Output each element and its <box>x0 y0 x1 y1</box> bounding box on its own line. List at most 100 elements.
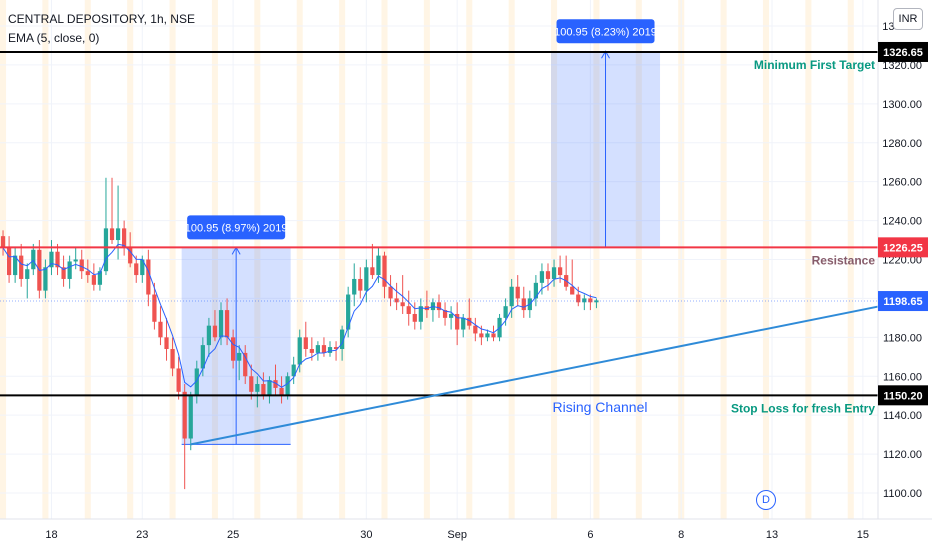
candle-body[interactable] <box>122 228 127 248</box>
candle-body[interactable] <box>140 259 145 276</box>
candle-body[interactable] <box>400 302 405 307</box>
candle-body[interactable] <box>436 302 442 311</box>
candle-body[interactable] <box>79 259 84 272</box>
candle-body[interactable] <box>370 267 375 276</box>
candle-body[interactable] <box>412 313 417 322</box>
candle-body[interactable] <box>43 267 48 291</box>
candle-body[interactable] <box>115 228 121 241</box>
candle-body[interactable] <box>388 286 393 299</box>
candle-body[interactable] <box>67 261 72 279</box>
trendline[interactable]: Rising Channel <box>190 305 881 446</box>
candle-body[interactable] <box>158 321 163 338</box>
candle-body[interactable] <box>327 347 333 353</box>
candle-body[interactable] <box>109 228 115 241</box>
candle-body[interactable] <box>49 251 54 268</box>
price-axis[interactable]: 1100.001120.001140.001160.001180.001200.… <box>0 0 932 519</box>
candle-body[interactable] <box>200 345 205 369</box>
candle-body[interactable] <box>212 325 218 338</box>
candle-body[interactable] <box>346 294 351 330</box>
candle-body[interactable] <box>303 337 308 350</box>
candle-body[interactable] <box>261 384 266 396</box>
candle-body[interactable] <box>91 275 96 285</box>
candle-body[interactable] <box>364 267 369 291</box>
candle-body[interactable] <box>394 298 399 303</box>
candle-body[interactable] <box>467 317 472 326</box>
candle-body[interactable] <box>503 306 508 318</box>
rising-channel-line[interactable] <box>190 305 881 446</box>
candle-body[interactable] <box>55 251 60 268</box>
candle-body[interactable] <box>237 352 242 361</box>
candle-body[interactable] <box>146 259 151 295</box>
candle-body[interactable] <box>285 376 290 396</box>
candle-body[interactable] <box>521 298 526 311</box>
candle-body[interactable] <box>0 236 6 248</box>
dividend-event-icon[interactable]: D <box>756 490 776 510</box>
candle-body[interactable] <box>448 313 454 318</box>
candle-body[interactable] <box>170 349 175 369</box>
candle-body[interactable] <box>231 337 236 361</box>
candle-body[interactable] <box>267 380 272 396</box>
candle-body[interactable] <box>382 255 387 287</box>
candle-body[interactable] <box>461 317 466 330</box>
candle-body[interactable] <box>134 263 139 276</box>
candle-body[interactable] <box>557 267 563 276</box>
indicator-label[interactable]: EMA (5, close, 0) <box>8 31 100 45</box>
candle-body[interactable] <box>61 267 66 279</box>
candle-body[interactable] <box>352 278 357 295</box>
candle-body[interactable] <box>358 278 363 291</box>
candle-body[interactable] <box>479 333 484 338</box>
candle-body[interactable] <box>25 269 30 279</box>
candle-body[interactable] <box>539 271 545 283</box>
last-price-tag[interactable]: 1198.65 <box>883 296 922 308</box>
candle-body[interactable] <box>103 228 109 272</box>
candle-body[interactable] <box>13 255 18 276</box>
candle-body[interactable] <box>31 249 36 270</box>
candle-body[interactable] <box>224 310 230 338</box>
candle-body[interactable] <box>243 352 248 377</box>
price-tag[interactable]: 1326.65 <box>883 47 923 59</box>
candle-body[interactable] <box>194 368 199 396</box>
candle-body[interactable] <box>182 391 187 439</box>
candle-body[interactable] <box>442 310 448 318</box>
candle-body[interactable] <box>321 345 327 353</box>
candle-body[interactable] <box>176 368 181 392</box>
candle-body[interactable] <box>515 286 520 299</box>
candle-body[interactable] <box>206 325 212 346</box>
candle-body[interactable] <box>376 255 381 276</box>
candle-body[interactable] <box>533 282 539 299</box>
candle-body[interactable] <box>19 255 24 279</box>
candle-body[interactable] <box>582 298 587 303</box>
candle-body[interactable] <box>309 349 314 353</box>
currency-badge[interactable]: INR <box>893 8 923 30</box>
candle-body[interactable] <box>152 294 157 322</box>
candle-body[interactable] <box>279 387 284 396</box>
candle-body[interactable] <box>188 395 193 439</box>
candle-body[interactable] <box>73 259 78 262</box>
candle-body[interactable] <box>297 337 302 365</box>
candle-body[interactable] <box>455 313 460 330</box>
candle-body[interactable] <box>273 380 278 388</box>
candle-body[interactable] <box>576 294 581 303</box>
price-tag[interactable]: 1226.25 <box>883 242 923 254</box>
candle-body[interactable] <box>291 364 296 377</box>
time-axis[interactable]: 18 23 25 30 Sep 6 8 13 15 <box>0 518 932 550</box>
candle-body[interactable] <box>85 271 90 276</box>
candle-body[interactable] <box>339 329 345 350</box>
candle-body[interactable] <box>491 333 496 338</box>
candle-body[interactable] <box>485 333 490 338</box>
candle-body[interactable] <box>594 300 599 303</box>
candle-body[interactable] <box>588 298 593 303</box>
candle-body[interactable] <box>406 306 411 314</box>
candle-body[interactable] <box>249 376 254 392</box>
candle-body[interactable] <box>551 267 557 279</box>
candle-body[interactable] <box>333 347 339 350</box>
candle-body[interactable] <box>6 247 12 276</box>
candle-body[interactable] <box>570 286 575 295</box>
candle-body[interactable] <box>509 286 514 307</box>
candle-body[interactable] <box>97 271 103 285</box>
candle-body[interactable] <box>315 345 321 353</box>
candle-body[interactable] <box>418 306 423 322</box>
candle-body[interactable] <box>218 310 224 338</box>
candle-body[interactable] <box>473 325 478 334</box>
